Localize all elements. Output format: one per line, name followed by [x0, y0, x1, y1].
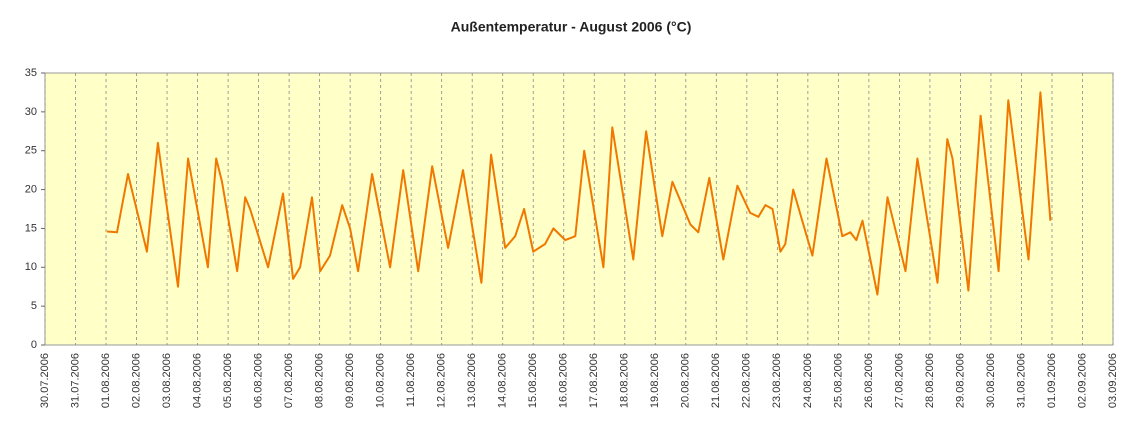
x-tick-label: 03.09.2006: [1107, 353, 1119, 408]
x-tick-label: 10.08.2006: [375, 353, 387, 408]
x-tick-label: 01.08.2006: [100, 353, 112, 408]
x-tick-label: 30.07.2006: [39, 353, 51, 408]
x-tick-label: 18.08.2006: [619, 353, 631, 408]
x-tick-label: 06.08.2006: [253, 353, 265, 408]
x-tick-label: 23.08.2006: [771, 353, 783, 408]
y-tick-label: 10: [25, 261, 37, 273]
x-tick-label: 04.08.2006: [191, 353, 203, 408]
x-tick-label: 02.08.2006: [130, 353, 142, 408]
y-tick-label: 5: [31, 300, 37, 312]
x-tick-label: 17.08.2006: [588, 353, 600, 408]
x-tick-label: 12.08.2006: [436, 353, 448, 408]
x-tick-label: 22.08.2006: [741, 353, 753, 408]
line: [106, 91, 1052, 296]
chart-title: Außentemperatur - August 2006 (°C): [451, 19, 692, 35]
y-tick-label: 20: [25, 183, 37, 195]
x-tick-label: 14.08.2006: [497, 353, 509, 408]
x-tick-label: 20.08.2006: [680, 353, 692, 408]
x-tick-label: 08.08.2006: [314, 353, 326, 408]
y-tick-label: 35: [25, 67, 37, 79]
x-tick-label: 28.08.2006: [924, 353, 936, 408]
x-tick-label: 05.08.2006: [222, 353, 234, 408]
x-tick-label: 31.07.2006: [69, 353, 81, 408]
x-tick-label: 31.08.2006: [1015, 353, 1027, 408]
x-tick-label: 11.08.2006: [405, 353, 417, 407]
x-tick-label: 16.08.2006: [558, 353, 570, 408]
x-tick-label: 03.08.2006: [161, 353, 173, 408]
x-tick-label: 09.08.2006: [344, 353, 356, 408]
y-tick-label: 0: [31, 339, 37, 351]
x-tick-label: 07.08.2006: [283, 353, 295, 408]
y-tick-label: 15: [25, 222, 37, 234]
x-tick-label: 24.08.2006: [802, 353, 814, 408]
x-tick-label: 30.08.2006: [985, 353, 997, 408]
x-tick-label: 15.08.2006: [527, 353, 539, 408]
y-tick-label: 25: [25, 145, 37, 157]
x-tick-label: 26.08.2006: [863, 353, 875, 408]
x-tick-label: 02.09.2006: [1076, 353, 1088, 408]
x-tick-label: 29.08.2006: [954, 353, 966, 408]
x-tick-label: 13.08.2006: [466, 353, 478, 408]
x-tick-label: 19.08.2006: [649, 353, 661, 408]
x-tick-label: 01.09.2006: [1046, 353, 1058, 408]
x-tick-label: 21.08.2006: [710, 353, 722, 408]
y-tick-label: 30: [25, 106, 37, 118]
x-tick-label: 27.08.2006: [893, 353, 905, 408]
x-tick-label: 25.08.2006: [832, 353, 844, 408]
